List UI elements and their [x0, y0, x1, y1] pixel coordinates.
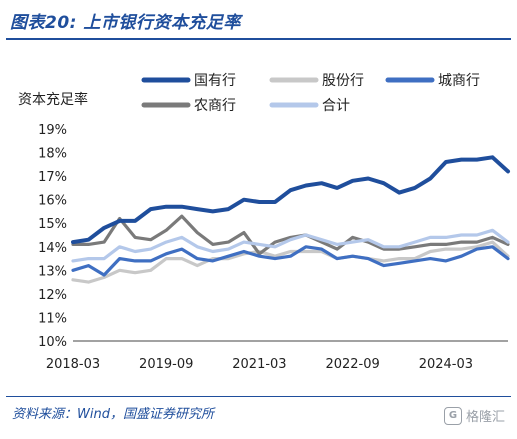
chart-title: 图表20: 上市银行资本充足率: [10, 13, 241, 33]
y-tick-label: 16%: [38, 194, 67, 209]
x-tick-label: 2021-03: [232, 357, 286, 372]
x-axis: 2018-03 2019-09 2021-03 2022-09 2024-03: [46, 340, 508, 372]
series-lines: [71, 155, 510, 284]
footer-divider: [6, 396, 511, 397]
source-note: 资料来源：Wind，国盛证券研究所: [12, 407, 214, 422]
y-axis: 10% 11% 12% 13% 14% 15% 16% 17% 18% 19%: [38, 123, 67, 350]
series-line-rural: [71, 214, 510, 256]
title-divider: [6, 38, 511, 40]
y-tick-label: 17%: [38, 170, 67, 185]
y-tick-label: 14%: [38, 241, 67, 256]
legend-label: 国有行: [194, 73, 236, 89]
watermark-logo-icon: G: [443, 406, 462, 425]
x-tick-label: 2018-03: [46, 357, 100, 372]
y-tick-label: 11%: [38, 311, 67, 326]
x-tick-label: 2024-03: [419, 357, 473, 372]
series-line-city: [71, 245, 510, 277]
y-tick-label: 19%: [38, 123, 67, 138]
y-tick-label: 18%: [38, 147, 67, 162]
x-tick-label: 2019-09: [139, 357, 193, 372]
series-line-total: [71, 228, 510, 263]
legend-label: 农商行: [194, 98, 236, 114]
x-tick-label: 2022-09: [325, 357, 379, 372]
series-line-state-owned: [71, 155, 510, 245]
legend-label: 股份行: [322, 73, 364, 89]
y-tick-label: 12%: [38, 288, 67, 303]
y-tick-label: 15%: [38, 217, 67, 232]
watermark: G 格隆汇: [443, 406, 505, 425]
y-tick-label: 10%: [38, 335, 67, 350]
y-axis-label: 资本充足率: [18, 91, 88, 108]
y-tick-label: 13%: [38, 264, 67, 279]
legend-label: 城商行: [438, 73, 480, 89]
series-line-joint-stock: [71, 240, 510, 284]
watermark-text: 格隆汇: [465, 410, 505, 425]
legend-label: 合计: [322, 98, 350, 114]
